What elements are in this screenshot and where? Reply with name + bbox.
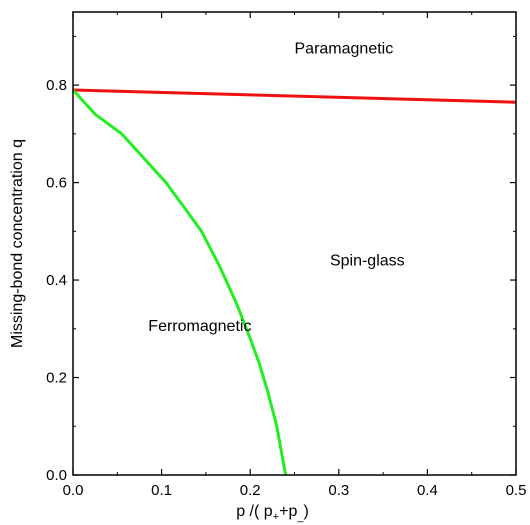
x-axis-title-end: ): [303, 503, 308, 520]
y-axis-title: Missing-bond concentration q: [9, 139, 26, 348]
x-tick-label: 0.0: [63, 482, 84, 499]
y-tick-label: 0.6: [46, 175, 67, 192]
region-label: Paramagnetic: [295, 40, 394, 57]
x-tick-label: 0.1: [151, 482, 172, 499]
chart-marks: [71, 88, 517, 476]
series-line-1: [71, 88, 288, 476]
y-tick-label: 0.0: [46, 467, 67, 484]
x-tick-label: 0.5: [506, 482, 527, 499]
x-tick-label: 0.3: [328, 482, 349, 499]
y-tick-label: 0.2: [46, 370, 67, 387]
region-label: Spin-glass: [330, 252, 405, 269]
plot-frame: [72, 11, 517, 476]
y-tick-label: 0.8: [46, 77, 67, 94]
region-annotations: Paramagnetic Spin-glass Ferromagnetic: [148, 40, 404, 335]
x-axis-title: p /( p++p_): [236, 503, 309, 523]
tick-labels: 0.0 0.1 0.2 0.3 0.4 0.5 0.0 0.2 0.4 0.6 0.8: [46, 77, 526, 499]
region-label: Ferromagnetic: [148, 318, 251, 335]
y-tick-label: 0.4: [46, 272, 67, 289]
x-tick-label: 0.4: [417, 482, 438, 499]
x-axis-title-sub1: +: [273, 511, 279, 523]
x-axis-title-sub2: _: [296, 511, 304, 523]
series-line-0: [72, 88, 517, 104]
x-tick-label: 0.2: [240, 482, 261, 499]
x-axis-title-mid: +p: [279, 503, 297, 520]
axis-ticks: [72, 12, 517, 476]
x-axis-title-main: p /( p: [236, 503, 273, 520]
